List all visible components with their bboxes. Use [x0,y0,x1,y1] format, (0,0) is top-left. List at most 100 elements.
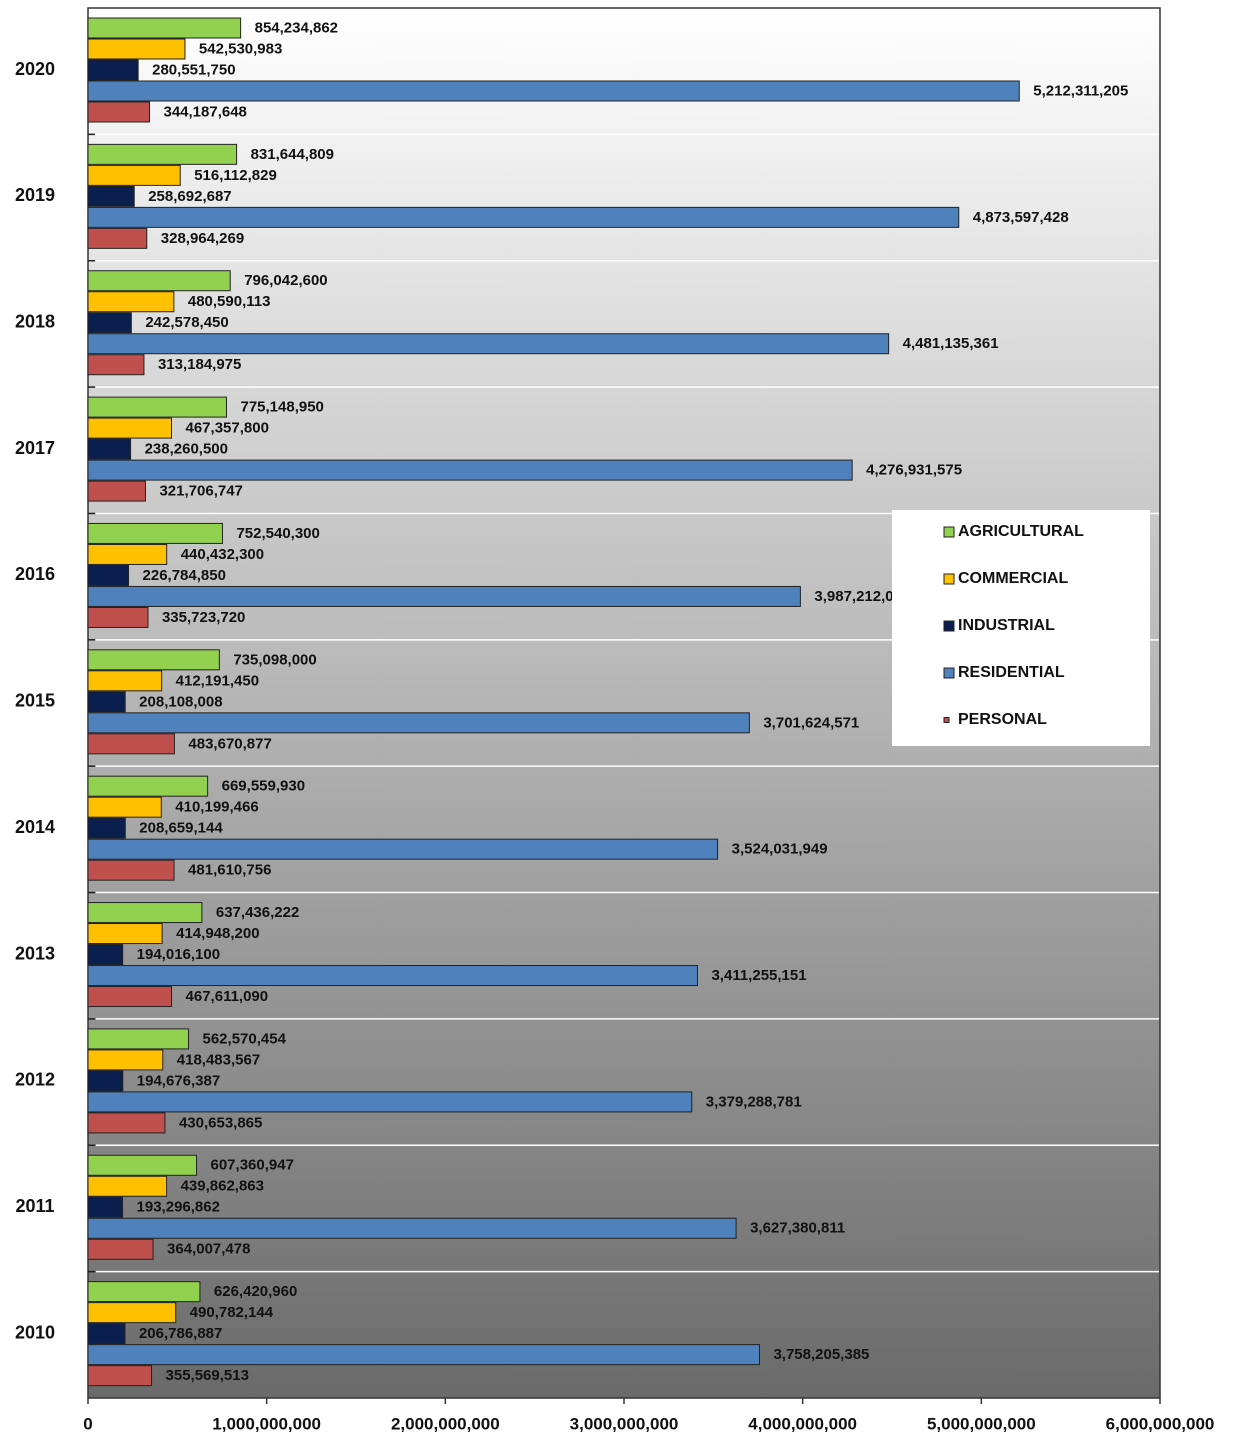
legend-label: COMMERCIAL [958,570,1068,587]
bar [87,1154,198,1176]
y-tick-label: 2018 [15,311,55,331]
bar [87,923,163,945]
value-label: 3,701,624,571 [763,714,859,731]
value-label: 669,559,930 [222,778,305,795]
bar [87,606,149,628]
bar [87,1238,154,1260]
value-label: 775,148,950 [240,399,323,416]
bar [87,1091,693,1113]
x-tick-label: 3,000,000,000 [570,1414,679,1433]
value-label: 542,530,983 [199,40,282,57]
bar [87,838,719,860]
y-tick-label: 2012 [15,1070,55,1090]
value-label: 418,483,567 [177,1051,260,1068]
value-label: 3,627,380,811 [750,1220,845,1237]
value-label: 3,379,288,781 [706,1093,802,1110]
y-tick-label: 2013 [15,943,55,963]
y-tick-label: 2014 [15,817,55,837]
value-label: 208,108,008 [139,693,222,710]
legend-swatch [943,620,955,632]
y-tick-label: 2010 [15,1322,55,1342]
value-label: 226,784,850 [143,567,226,584]
y-tick-label: 2019 [15,185,55,205]
value-label: 440,432,300 [181,546,264,563]
value-label: 364,007,478 [167,1241,250,1258]
value-label: 831,644,809 [251,146,334,163]
bar [87,944,124,966]
value-label: 480,590,113 [188,293,271,310]
bar [87,270,231,292]
value-label: 321,706,747 [159,483,242,500]
value-label: 355,569,513 [166,1367,249,1384]
x-tick-label: 5,000,000,000 [927,1414,1036,1433]
value-label: 607,360,947 [211,1157,294,1174]
bar [87,986,173,1008]
bar [87,101,150,123]
value-label: 467,357,800 [186,420,269,437]
value-label: 344,187,648 [163,103,246,120]
value-label: 516,112,829 [194,167,277,184]
bar [87,564,130,586]
bar [87,902,203,924]
value-label: 5,212,311,205 [1033,82,1128,99]
bar [87,1302,177,1324]
y-tick-label: 2017 [15,438,55,458]
value-label: 796,042,600 [244,272,327,289]
value-label: 280,551,750 [152,61,235,78]
bar [87,1070,124,1092]
value-label: 752,540,300 [236,525,319,542]
value-label: 467,611,090 [186,988,269,1005]
value-label: 3,411,255,151 [711,967,806,984]
value-label: 3,524,031,949 [732,841,828,858]
bar [87,817,126,839]
legend-label: RESIDENTIAL [958,664,1065,681]
bar [87,333,890,355]
y-tick-label: 2015 [15,691,55,711]
legend-swatch [943,526,955,538]
bar [87,396,227,418]
x-tick-label: 0 [83,1414,92,1433]
value-label: 208,659,144 [139,820,223,837]
bar [87,312,132,334]
legend-label: INDUSTRIAL [958,617,1055,634]
value-label: 4,481,135,361 [903,335,999,352]
bar [87,585,801,607]
bar [87,291,175,313]
legend-swatch [943,717,950,723]
bar [87,775,209,797]
x-tick-label: 2,000,000,000 [391,1414,500,1433]
value-label: 3,987,212,000 [814,588,910,605]
value-label: 483,670,877 [188,735,271,752]
bar [87,438,132,460]
value-label: 4,276,931,575 [866,462,962,479]
x-tick-label: 4,000,000,000 [748,1414,857,1433]
value-label: 414,948,200 [176,925,259,942]
y-tick-label: 2020 [15,59,55,79]
bar [87,1196,124,1218]
bar [87,796,162,818]
legend-swatch [943,667,955,679]
bar [87,143,238,165]
value-label: 439,862,863 [181,1178,264,1195]
bar [87,480,146,502]
bar [87,1028,190,1050]
legend-label: AGRICULTURAL [958,523,1084,540]
x-tick-label: 6,000,000,000 [1106,1414,1215,1433]
bar [87,17,242,39]
value-label: 193,296,862 [137,1199,220,1216]
value-label: 562,570,454 [203,1030,287,1047]
legend-swatch [943,573,955,585]
bar [87,1323,126,1345]
bar [87,1365,153,1387]
value-label: 242,578,450 [145,314,228,331]
bar [87,670,163,692]
value-label: 412,191,450 [176,672,259,689]
value-label: 626,420,960 [214,1283,297,1300]
value-label: 3,758,205,385 [773,1346,869,1363]
value-label: 430,653,865 [179,1114,262,1131]
bar [87,227,148,249]
bar [87,38,186,60]
legend-label: PERSONAL [958,711,1047,728]
bar [87,522,223,544]
y-tick-label: 2011 [15,1196,54,1216]
